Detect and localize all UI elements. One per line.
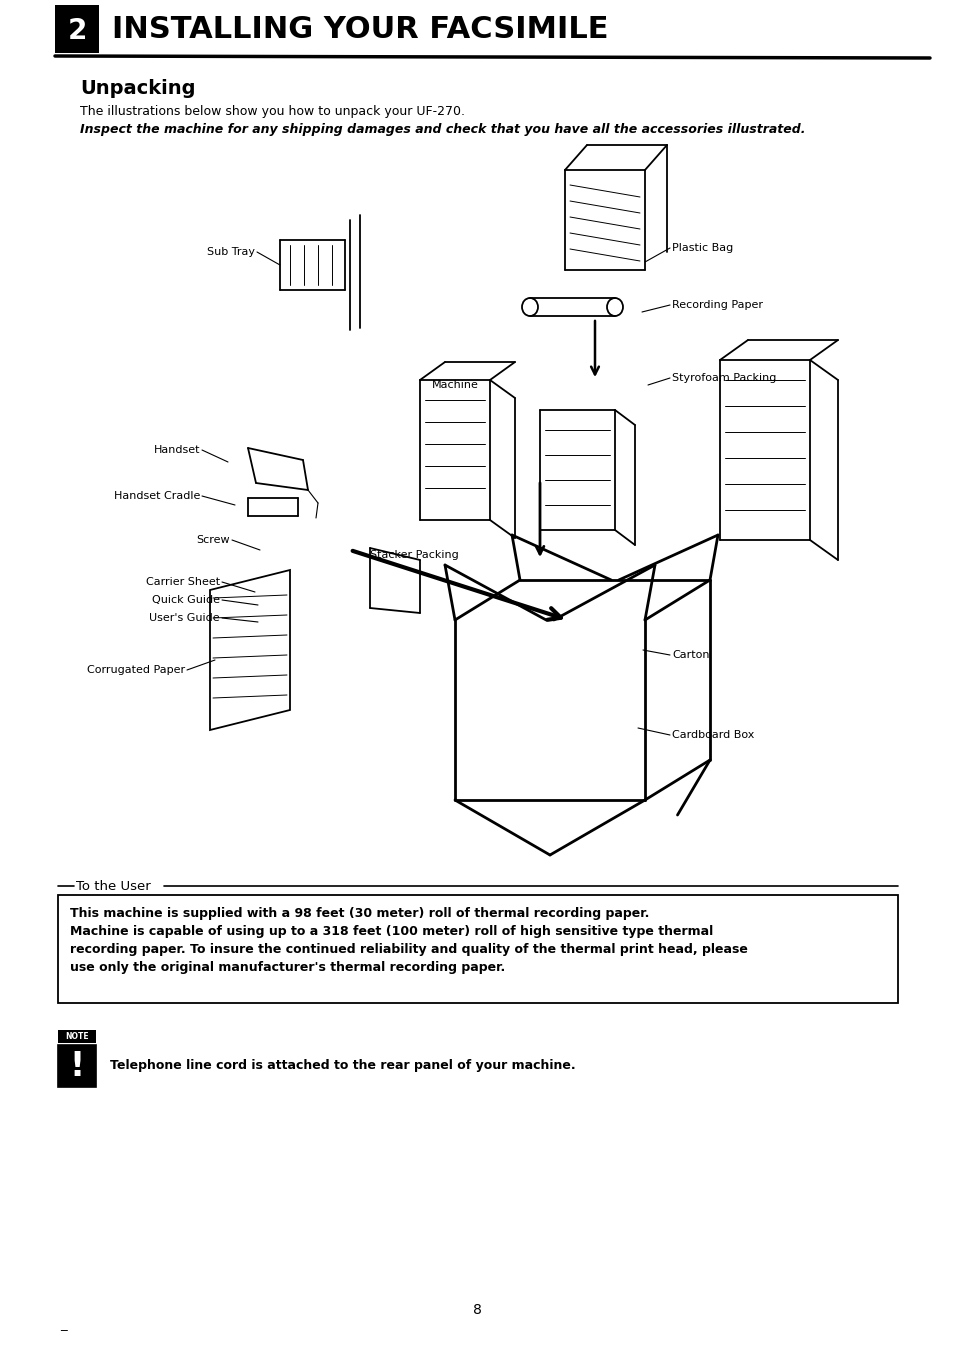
Text: Handset: Handset xyxy=(153,445,200,455)
Text: Machine is capable of using up to a 318 feet (100 meter) roll of high sensitive : Machine is capable of using up to a 318 … xyxy=(70,924,713,938)
Text: Corrugated Paper: Corrugated Paper xyxy=(87,665,185,674)
Text: The illustrations below show you how to unpack your UF-270.: The illustrations below show you how to … xyxy=(80,105,464,119)
Bar xyxy=(55,5,99,53)
Text: Quick Guide: Quick Guide xyxy=(152,595,220,604)
Text: use only the original manufacturer's thermal recording paper.: use only the original manufacturer's the… xyxy=(70,960,505,974)
Text: Plastic Bag: Plastic Bag xyxy=(671,243,733,254)
Text: Inspect the machine for any shipping damages and check that you have all the acc: Inspect the machine for any shipping dam… xyxy=(80,124,804,136)
Text: NOTE: NOTE xyxy=(65,1032,89,1041)
Text: User's Guide: User's Guide xyxy=(150,612,220,623)
Text: Stacker Packing: Stacker Packing xyxy=(370,550,458,560)
Text: Sub Tray: Sub Tray xyxy=(207,247,254,258)
Bar xyxy=(58,1031,96,1043)
Text: Handset Cradle: Handset Cradle xyxy=(113,491,200,500)
Text: ─: ─ xyxy=(60,1325,67,1336)
Text: This machine is supplied with a 98 feet (30 meter) roll of thermal recording pap: This machine is supplied with a 98 feet … xyxy=(70,907,649,920)
Text: 2: 2 xyxy=(68,18,87,45)
Text: INSTALLING YOUR FACSIMILE: INSTALLING YOUR FACSIMILE xyxy=(112,15,608,45)
Text: Carrier Sheet: Carrier Sheet xyxy=(146,577,220,587)
Text: Telephone line cord is attached to the rear panel of your machine.: Telephone line cord is attached to the r… xyxy=(110,1059,575,1071)
Text: 8: 8 xyxy=(472,1303,481,1317)
Bar xyxy=(58,894,897,1004)
Text: Carton: Carton xyxy=(671,650,709,660)
Text: Machine: Machine xyxy=(431,380,478,390)
Text: Screw: Screw xyxy=(196,536,230,545)
Text: !: ! xyxy=(70,1051,85,1083)
Text: recording paper. To insure the continued reliability and quality of the thermal : recording paper. To insure the continued… xyxy=(70,943,747,955)
Text: To the User: To the User xyxy=(76,880,151,893)
Text: Styrofoam Packing: Styrofoam Packing xyxy=(671,374,776,383)
Text: Unpacking: Unpacking xyxy=(80,78,195,97)
Bar xyxy=(58,1045,96,1087)
Text: Recording Paper: Recording Paper xyxy=(671,299,762,310)
Text: Cardboard Box: Cardboard Box xyxy=(671,730,754,741)
